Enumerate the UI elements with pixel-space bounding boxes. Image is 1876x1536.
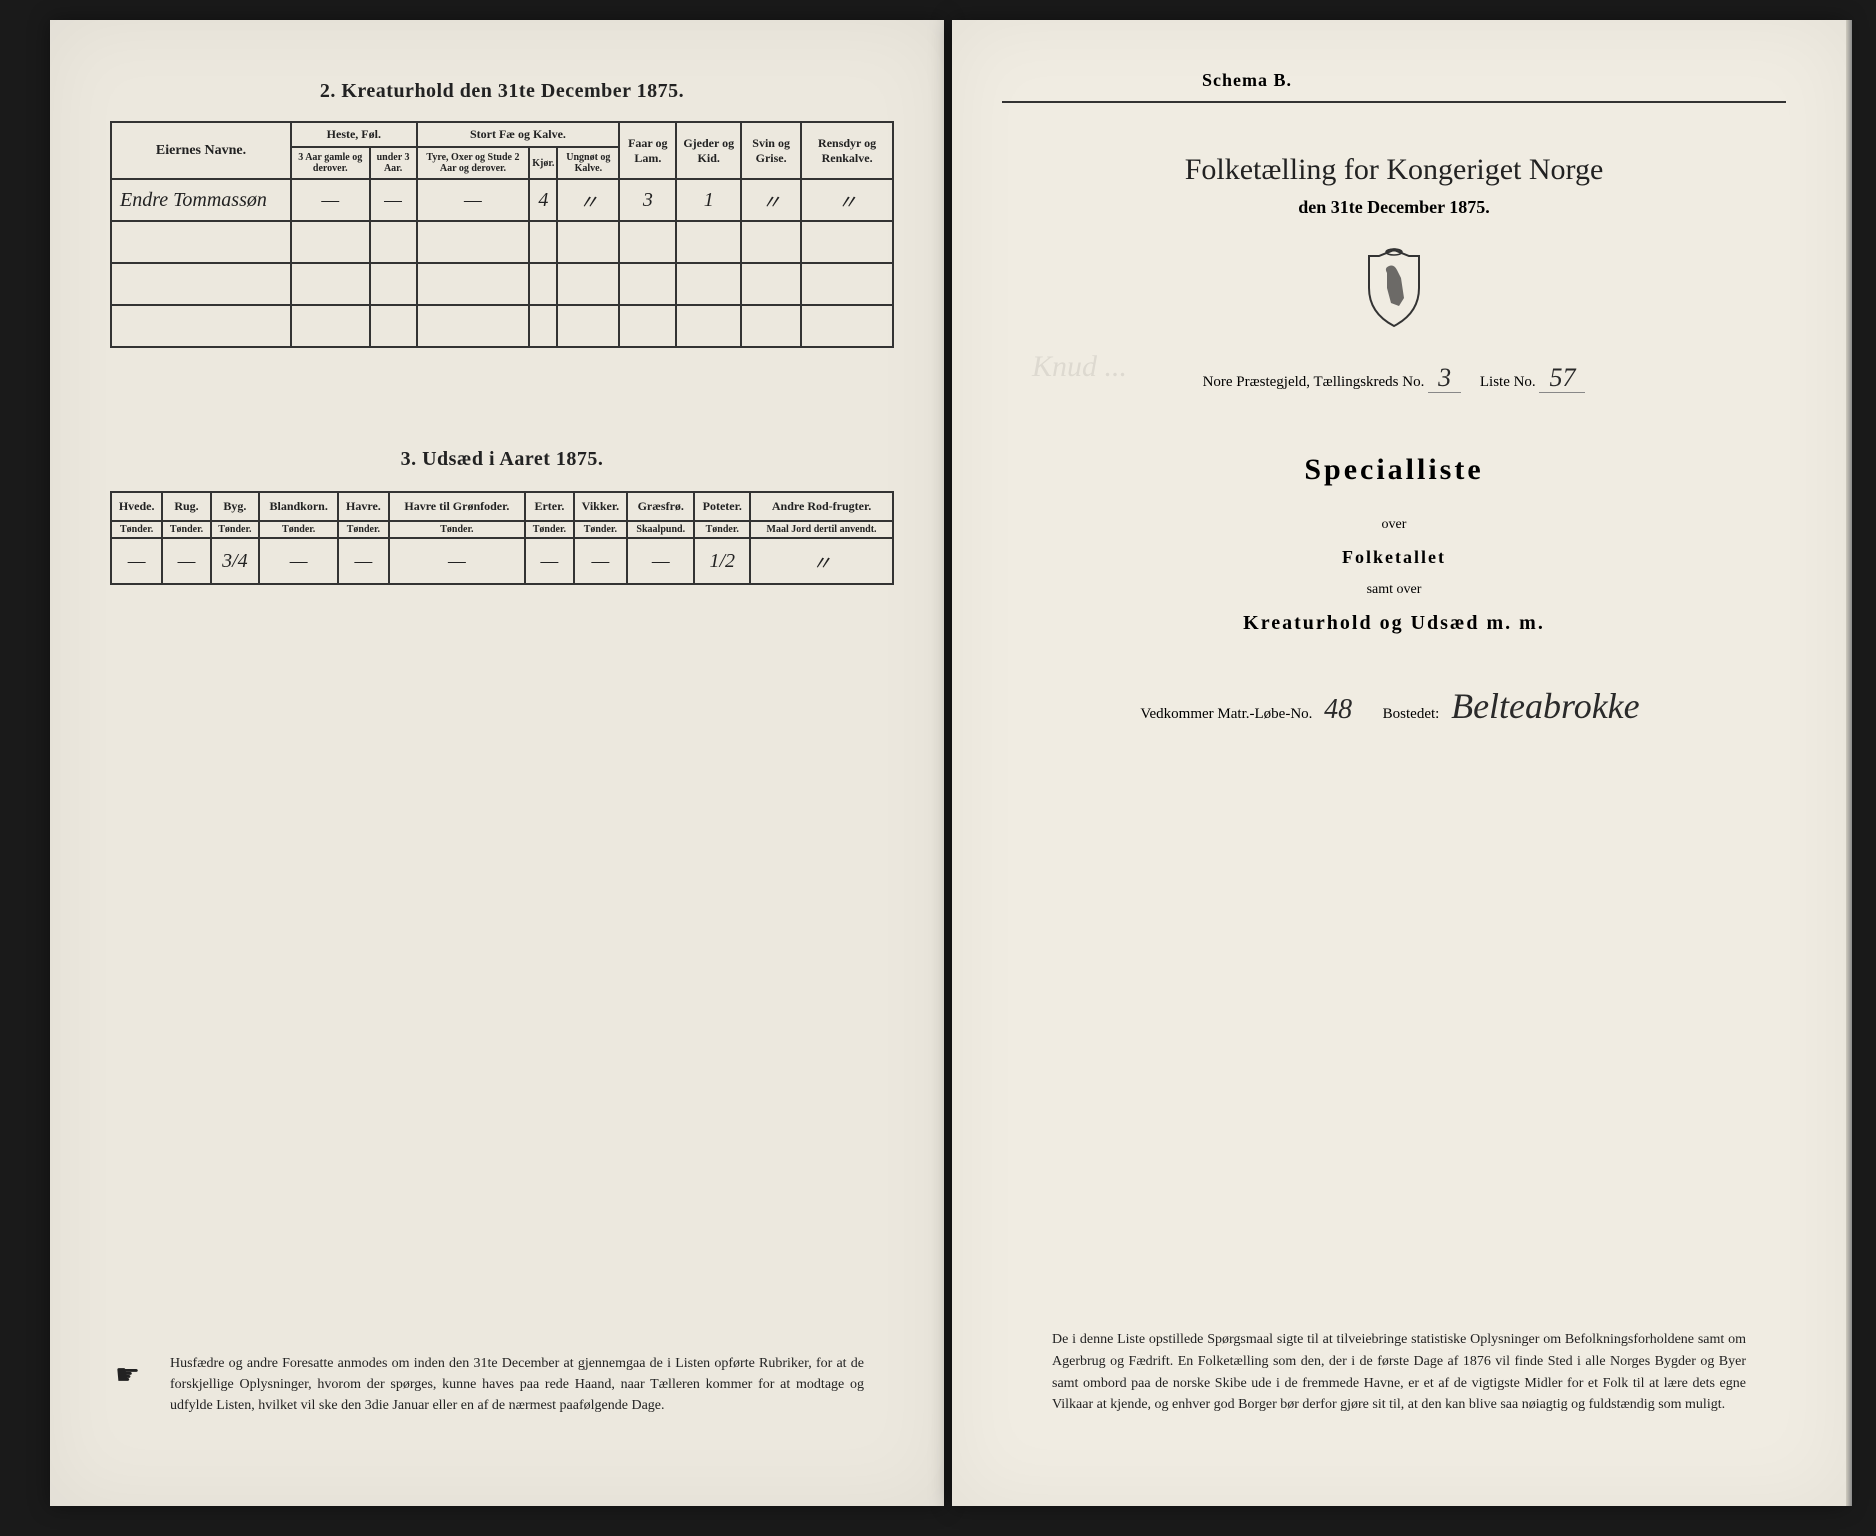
left-page: 2. Kreaturhold den 31te December 1875. E… — [50, 20, 944, 1506]
cell-pigs: 〃 — [741, 179, 801, 221]
seed-6: — — [525, 538, 573, 584]
seed-unit-8: Skaalpund. — [627, 521, 694, 538]
livestock-table: Eiernes Navne. Heste, Føl. Stort Fæ og K… — [110, 121, 894, 348]
seed-8: — — [627, 538, 694, 584]
seed-col-4: Havre. — [338, 492, 388, 521]
cell-c3: 〃 — [557, 179, 619, 221]
cell-reindeer: 〃 — [801, 179, 893, 221]
seed-col-2: Byg. — [211, 492, 259, 521]
specialliste-title: Specialliste — [1002, 453, 1786, 487]
th-horses-group: Heste, Føl. — [291, 122, 417, 147]
seed-unit-2: Tønder. — [211, 521, 259, 538]
cell-sheep: 3 — [619, 179, 676, 221]
pointing-hand-icon: ☛ — [115, 1355, 140, 1397]
cell-c2: 4 — [529, 179, 557, 221]
matr-line: Vedkommer Matr.-Løbe-No. 48 Bostedet: Be… — [1002, 685, 1786, 727]
section3-title: 3. Udsæd i Aaret 1875. — [110, 448, 894, 471]
seed-unit-6: Tønder. — [525, 521, 573, 538]
seed-3: — — [259, 538, 338, 584]
th-c1: Tyre, Oxer og Stude 2 Aar og derover. — [417, 147, 530, 179]
seed-col-1: Rug. — [162, 492, 210, 521]
kreaturhold-label: Kreaturhold og Udsæd m. m. — [1002, 612, 1786, 635]
census-date: den 31te December 1875. — [1002, 197, 1786, 218]
seed-5: — — [389, 538, 526, 584]
left-footer-text: Husfædre og andre Foresatte anmodes om i… — [170, 1356, 864, 1413]
page-spread: 2. Kreaturhold den 31te December 1875. E… — [0, 0, 1876, 1536]
seed-data-row: — — 3/4 — — — — — — 1/2 〃 — [111, 538, 893, 584]
right-page: Schema B. Folketælling for Kongeriget No… — [952, 20, 1846, 1506]
th-pigs: Svin og Grise. — [741, 122, 801, 179]
table-row — [111, 263, 893, 305]
seed-col-7: Vikker. — [574, 492, 628, 521]
district-no: 3 — [1428, 363, 1461, 393]
liste-label: Liste No. — [1480, 374, 1536, 390]
th-sheep: Faar og Lam. — [619, 122, 676, 179]
district-line: Nore Præstegjeld, Tællingskreds No. 3 Li… — [1002, 363, 1786, 393]
seed-col-5: Havre til Grønfoder. — [389, 492, 526, 521]
seed-unit-9: Tønder. — [694, 521, 750, 538]
seed-col-10: Andre Rod-frugter. — [750, 492, 893, 521]
seed-header-row: Hvede. Rug. Byg. Blandkorn. Havre. Havre… — [111, 492, 893, 521]
seed-4: — — [338, 538, 388, 584]
seed-col-3: Blandkorn. — [259, 492, 338, 521]
census-title: Folketælling for Kongeriget Norge — [1002, 153, 1786, 187]
seed-unit-10: Maal Jord dertil anvendt. — [750, 521, 893, 538]
matr-no: 48 — [1316, 694, 1360, 725]
cell-h2: — — [370, 179, 417, 221]
th-c2: Kjør. — [529, 147, 557, 179]
cell-h1: — — [291, 179, 370, 221]
th-h2: under 3 Aar. — [370, 147, 417, 179]
table-row — [111, 305, 893, 347]
th-owner: Eiernes Navne. — [111, 122, 291, 179]
seed-col-6: Erter. — [525, 492, 573, 521]
table-row — [111, 221, 893, 263]
th-h1: 3 Aar gamle og derover. — [291, 147, 370, 179]
seed-unit-row: Tønder. Tønder. Tønder. Tønder. Tønder. … — [111, 521, 893, 538]
seed-unit-0: Tønder. — [111, 521, 162, 538]
bosted-name: Belteabrokke — [1443, 686, 1648, 726]
seed-2: 3/4 — [211, 538, 259, 584]
top-rule — [1002, 101, 1786, 103]
seed-col-8: Græsfrø. — [627, 492, 694, 521]
seed-7: — — [574, 538, 628, 584]
samt-label: samt over — [1002, 582, 1786, 598]
page-edge — [1846, 20, 1852, 1506]
liste-no: 57 — [1539, 363, 1585, 393]
seed-unit-5: Tønder. — [389, 521, 526, 538]
folketallet-label: Folketallet — [1002, 547, 1786, 568]
seed-col-9: Poteter. — [694, 492, 750, 521]
seed-col-0: Hvede. — [111, 492, 162, 521]
section2-title: 2. Kreaturhold den 31te December 1875. — [110, 80, 894, 103]
th-reindeer: Rensdyr og Renkalve. — [801, 122, 893, 179]
seed-1: — — [162, 538, 210, 584]
seed-0: — — [111, 538, 162, 584]
right-footer-text: De i denne Liste opstillede Spørgsmaal s… — [1052, 1329, 1746, 1416]
over-label: over — [1002, 517, 1786, 533]
th-goats: Gjeder og Kid. — [676, 122, 741, 179]
matr-label: Vedkommer Matr.-Løbe-No. — [1140, 706, 1312, 722]
seed-unit-3: Tønder. — [259, 521, 338, 538]
seed-unit-1: Tønder. — [162, 521, 210, 538]
table-row: Endre Tommassøn — — — 4 〃 3 1 〃 〃 — [111, 179, 893, 221]
cell-goats: 1 — [676, 179, 741, 221]
schema-label: Schema B. — [1202, 70, 1786, 91]
seed-unit-4: Tønder. — [338, 521, 388, 538]
left-footer-note: ☛ Husfædre og andre Foresatte anmodes om… — [170, 1353, 864, 1416]
th-cattle-group: Stort Fæ og Kalve. — [417, 122, 620, 147]
seed-table: Hvede. Rug. Byg. Blandkorn. Havre. Havre… — [110, 491, 894, 585]
owner-name: Endre Tommassøn — [111, 179, 291, 221]
bosted-label: Bostedet: — [1383, 706, 1440, 722]
th-c3: Ungnøt og Kalve. — [557, 147, 619, 179]
seed-10: 〃 — [750, 538, 893, 584]
cell-c1: — — [417, 179, 530, 221]
seed-9: 1/2 — [694, 538, 750, 584]
seed-unit-7: Tønder. — [574, 521, 628, 538]
coat-of-arms-icon — [1002, 248, 1786, 333]
district-label: Nore Præstegjeld, Tællingskreds No. — [1203, 374, 1425, 390]
